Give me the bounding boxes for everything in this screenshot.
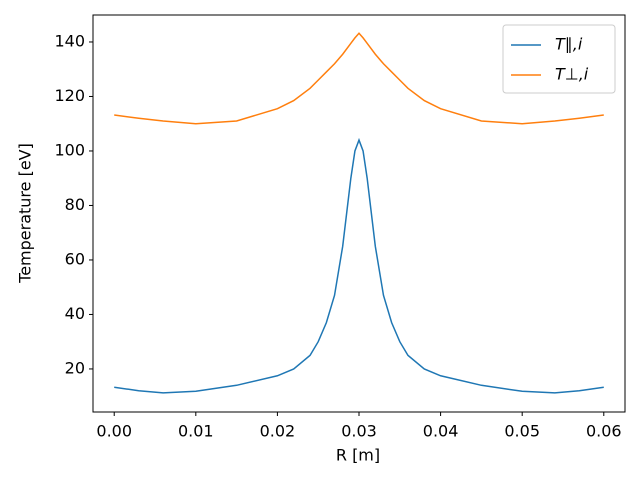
x-axis-label: R [m] (336, 446, 380, 465)
y-tick-label: 20 (65, 358, 85, 377)
x-tick-label: 0.06 (586, 422, 622, 441)
x-tick-label: 0.02 (260, 422, 296, 441)
y-tick-label: 140 (54, 31, 85, 50)
x-tick-label: 0.05 (504, 422, 540, 441)
legend-label: T∥,i (555, 35, 583, 54)
x-tick-label: 0.00 (96, 422, 132, 441)
y-tick-label: 80 (65, 195, 85, 214)
y-axis-label: Temperature [eV] (16, 143, 35, 284)
x-tick-label: 0.03 (341, 422, 377, 441)
y-tick-label: 120 (54, 86, 85, 105)
legend-label: T⊥,i (555, 65, 589, 84)
line (114, 32, 604, 125)
y-tick-label: 60 (65, 249, 85, 268)
y-tick-label: 40 (65, 304, 85, 323)
x-tick-label: 0.04 (423, 422, 459, 441)
x-tick-label: 0.01 (178, 422, 214, 441)
legend-box (502, 24, 616, 94)
y-tick-label: 100 (54, 140, 85, 159)
line (114, 137, 604, 394)
